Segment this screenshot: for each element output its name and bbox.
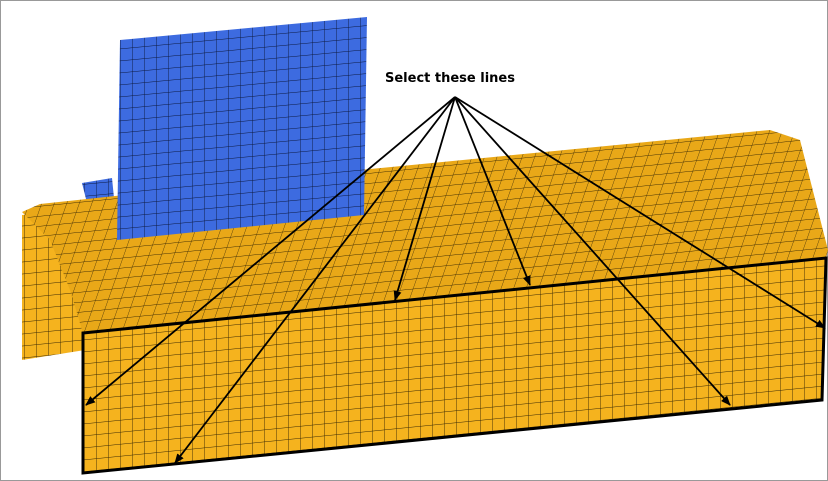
- page: Select these lines (() => { const data =…: [0, 0, 828, 481]
- blue-panel: [117, 17, 367, 240]
- annotation-label: Select these lines: [385, 71, 515, 86]
- viewport: Select these lines: [0, 0, 828, 481]
